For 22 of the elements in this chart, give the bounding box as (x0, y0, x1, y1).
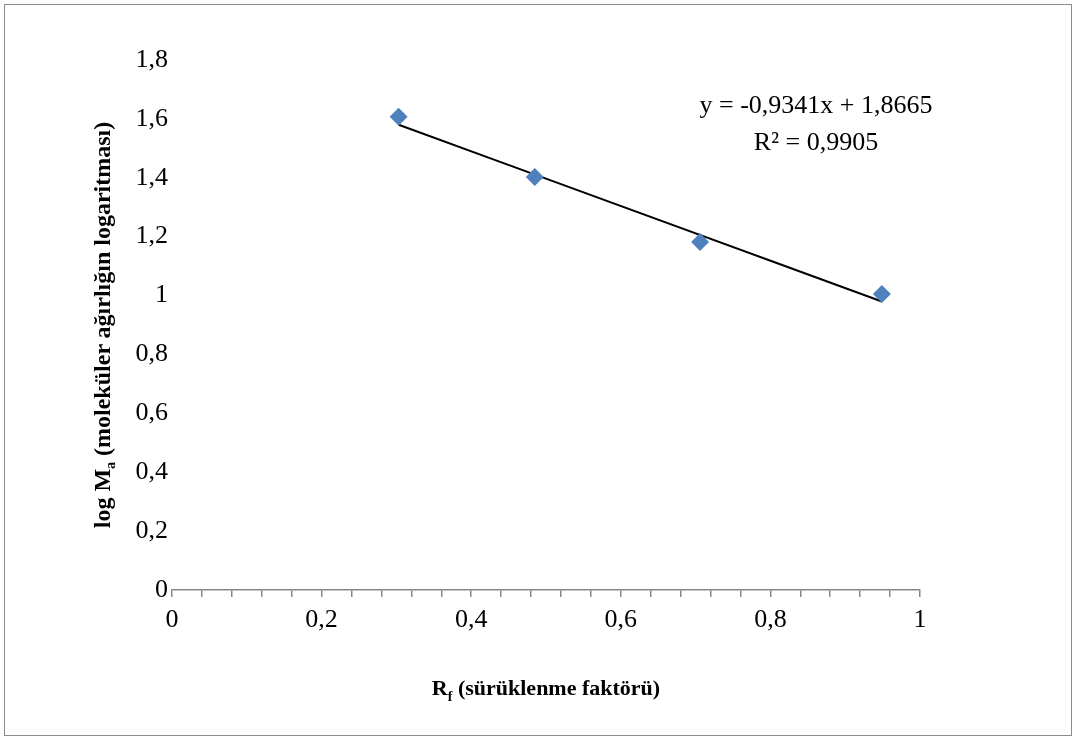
point (872, 285, 891, 304)
y-tick-label: 1,6 (135, 102, 168, 132)
y-tick-label: 0,8 (135, 338, 168, 368)
point (525, 167, 544, 186)
y-tick-label: 1 (155, 279, 168, 309)
annotation: R² = 0,9905 (753, 126, 879, 156)
annotation: y = -0,9341x + 1,8665 (699, 89, 933, 119)
y-tick-label: 1,2 (135, 220, 168, 250)
y-tick-label: 0,4 (135, 456, 168, 486)
y-tick-label: 1,4 (135, 161, 168, 191)
y-tick-label: 0 (155, 573, 168, 603)
x-tick-label: 0,6 (604, 604, 638, 634)
x-tick-label: 0,2 (305, 604, 338, 634)
y-tick-label: 1,8 (135, 43, 168, 73)
x-axis-title: R$_{f}$ (sürüklenme faktörü) (431, 675, 661, 705)
x-tick-label: 0,4 (454, 604, 488, 634)
y-tick-label: 0,2 (135, 514, 168, 544)
point (691, 232, 710, 251)
y-tick-label: 0,6 (135, 397, 168, 427)
x-tick-label: 1 (913, 604, 927, 634)
point (389, 107, 408, 126)
x-tick-label: 0,8 (754, 604, 787, 634)
